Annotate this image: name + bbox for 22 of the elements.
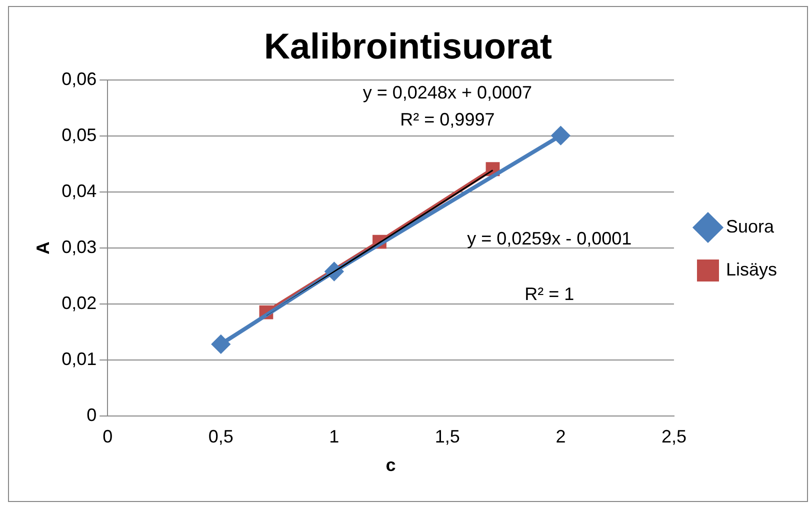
x-tick-label: 1 [329,426,340,447]
legend-label: Suora [726,216,775,236]
x-tick-label: 2,5 [661,426,686,447]
y-tick-label: 0,03 [62,236,97,257]
x-tick-label: 0 [102,426,113,447]
chart-title: Kalibrointisuorat [264,26,552,67]
x-tick-label: 1,5 [434,426,460,447]
y-axis-title: A [32,242,53,254]
y-tick-label: 0,04 [62,181,97,202]
y-tick-label: 0,05 [62,125,97,146]
y-tick-label: 0,01 [62,348,97,369]
x-tick-label: 0,5 [208,426,234,447]
y-tick-label: 0,06 [62,69,97,90]
annotation: y = 0,0259x - 0,0001 [467,228,632,249]
annotation: R² = 1 [524,284,574,304]
x-tick-label: 2 [556,426,566,447]
annotation: R² = 0,9997 [400,109,495,130]
annotation: y = 0,0248x + 0,0007 [362,82,532,103]
x-axis-title: c [386,455,396,476]
y-tick-label: 0,02 [62,292,97,313]
y-tick-label: 0 [86,404,97,425]
legend-label: Lisäys [726,259,778,280]
